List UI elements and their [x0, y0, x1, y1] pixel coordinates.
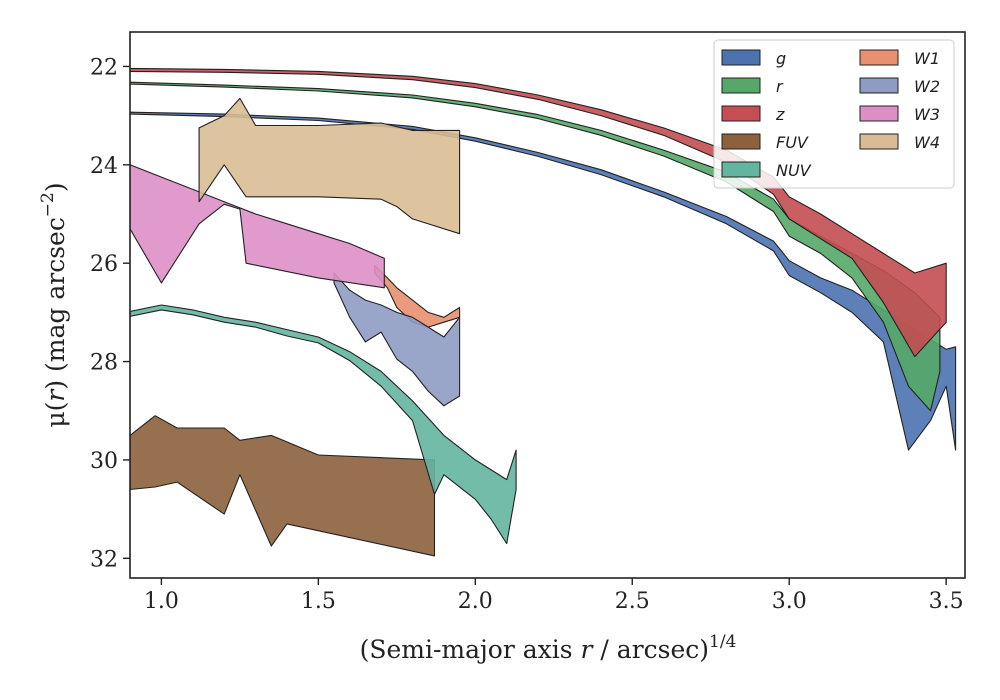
- legend-label-z: z: [775, 105, 785, 124]
- legend-swatch-fuv: [721, 133, 761, 150]
- legend-label-w3: W3: [914, 105, 940, 124]
- x-axis-label: (Semi-major axis r / arcsec)1/4: [360, 632, 737, 664]
- legend-label-r: r: [776, 77, 784, 96]
- legend-label-w4: W4: [914, 133, 940, 152]
- y-tick-label: 30: [90, 449, 118, 474]
- legend-box: [713, 39, 955, 189]
- series-band-w3: [130, 164, 385, 289]
- y-tick-label: 28: [90, 351, 118, 376]
- legend-label-fuv: FUV: [776, 133, 809, 152]
- plot-frame: [129, 31, 966, 579]
- legend-swatch-r: [721, 77, 761, 94]
- series-band-nuv: [130, 304, 517, 545]
- legend-label-w2: W2: [914, 77, 940, 96]
- plot-area: [130, 67, 957, 557]
- legend-swatch-nuv: [721, 161, 761, 178]
- x-tick-label: 1.5: [301, 589, 336, 614]
- legend-label-g: g: [776, 49, 786, 68]
- legend-swatch-w2: [859, 77, 899, 94]
- legend-label-nuv: NUV: [776, 161, 812, 180]
- x-tick-label: 3.0: [772, 589, 807, 614]
- x-axis-ticks: 1.0 1.5 2.0 2.5 3.0 3.5: [144, 578, 964, 614]
- x-tick-label: 2.0: [458, 589, 493, 614]
- y-axis-ticks: 22 24 26 28 30 32: [90, 55, 130, 572]
- y-axis-label: μ(r) (mag arcsec−2): [38, 182, 70, 427]
- y-tick-label: 32: [90, 547, 118, 572]
- legend-swatch-g: [721, 49, 761, 66]
- legend-swatch-w4: [859, 133, 899, 150]
- legend-label-w1: W1: [914, 49, 940, 68]
- x-tick-label: 2.5: [615, 589, 650, 614]
- series-band-w4: [198, 97, 461, 235]
- x-tick-label: 1.0: [144, 589, 179, 614]
- x-tick-label: 3.5: [929, 589, 964, 614]
- series-band-z: [130, 67, 947, 358]
- series-band-g: [130, 111, 957, 451]
- legend: grz FUV NUV W1 W2 W3 W4: [713, 39, 955, 189]
- series-layer: [130, 67, 957, 557]
- series-band-w2: [333, 272, 461, 407]
- series-band-fuv: [130, 415, 436, 557]
- series-band-r: [130, 81, 941, 412]
- legend-swatch-z: [721, 105, 761, 122]
- y-tick-label: 22: [90, 55, 118, 80]
- y-tick-label: 24: [90, 154, 118, 179]
- legend-swatch-w1: [859, 49, 899, 66]
- y-tick-label: 26: [90, 252, 118, 277]
- legend-swatch-w3: [859, 105, 899, 122]
